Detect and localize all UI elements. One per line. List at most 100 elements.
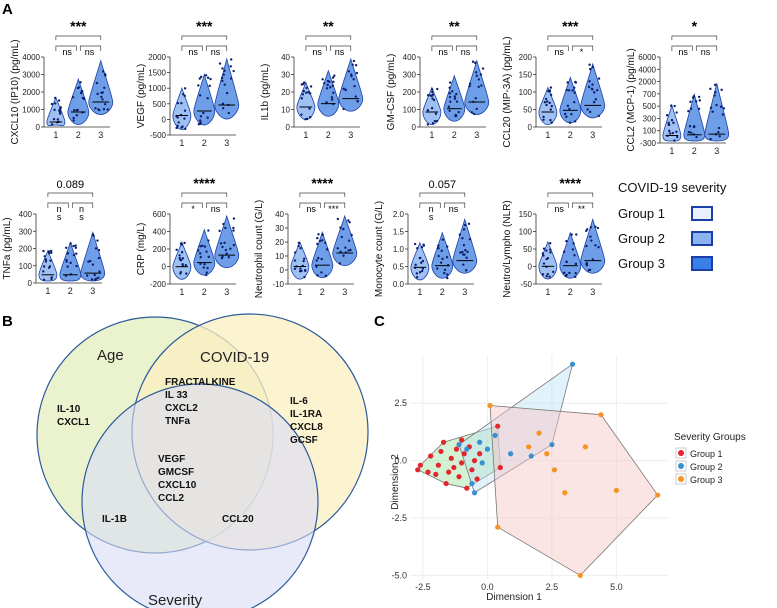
y-axis-label: CCL2 (MCP-1) (pg/mL) — [626, 48, 637, 151]
overall-significance: 0.089 — [57, 179, 85, 191]
data-point — [435, 119, 439, 123]
point-group-2 — [484, 446, 490, 452]
y-tick-label: -200 — [150, 280, 167, 289]
data-point — [687, 109, 690, 113]
data-point — [179, 258, 183, 262]
y-tick-label: 20 — [275, 238, 284, 247]
x-tick-label: 1 — [53, 130, 58, 140]
data-point — [675, 130, 678, 133]
data-point — [545, 275, 548, 278]
x-tick-label: 3 — [462, 287, 467, 297]
data-point — [455, 100, 459, 103]
y-axis-label: GM-CSF (pg/mL) — [386, 54, 397, 131]
violin-group-2 — [317, 69, 340, 117]
point-group-3 — [495, 524, 501, 530]
y-tick-label: 0 — [162, 115, 167, 124]
data-point — [549, 108, 553, 111]
overall-bracket — [181, 192, 228, 197]
data-point — [199, 115, 203, 118]
point-group-2 — [528, 453, 534, 459]
y-tick-label: 300 — [403, 71, 417, 80]
data-point — [457, 110, 460, 114]
data-point — [297, 244, 300, 248]
y-tick-label: 1000 — [148, 84, 166, 93]
data-point — [564, 274, 567, 278]
pair-significance: n — [429, 204, 434, 214]
data-point — [339, 226, 342, 229]
data-point — [571, 89, 574, 92]
data-point — [54, 102, 57, 105]
data-point — [293, 251, 297, 254]
severity-legend: COVID-19 severity Group 1 Group 2 Group … — [618, 180, 727, 271]
data-point — [451, 90, 454, 93]
pair-bracket-1-2 — [47, 202, 69, 208]
data-point — [709, 137, 712, 141]
data-point — [42, 249, 45, 253]
data-point — [302, 81, 306, 84]
data-point — [571, 248, 575, 251]
data-point — [353, 84, 356, 88]
data-point — [183, 109, 187, 112]
data-point — [185, 272, 188, 275]
data-point — [567, 89, 571, 92]
data-point — [448, 95, 452, 99]
data-point — [466, 250, 469, 254]
point-group-3 — [582, 444, 589, 450]
x-tick-label: -2.5 — [415, 582, 431, 592]
y-tick-label: 200 — [19, 245, 33, 254]
data-point — [349, 248, 352, 252]
pair-significance: ns — [438, 47, 448, 57]
y-tick-label: 0 — [286, 123, 291, 132]
data-point — [72, 244, 75, 248]
mds-legend-dot-2 — [678, 463, 684, 469]
data-point — [342, 254, 345, 257]
data-point — [595, 89, 599, 92]
data-point — [542, 262, 546, 265]
data-point — [474, 71, 478, 74]
data-point — [687, 130, 691, 134]
y-axis-label: CCL20 (MIP-3A) (pg/mL) — [502, 36, 513, 147]
y-axis-label: Monocyte count (G/L) — [374, 201, 385, 297]
data-point — [668, 129, 671, 133]
data-point — [447, 105, 451, 108]
data-point — [414, 263, 417, 267]
mds-legend-label-3: Group 3 — [690, 475, 723, 485]
data-point — [94, 107, 97, 110]
point-group-3 — [544, 451, 550, 457]
data-point — [293, 267, 297, 270]
data-point — [316, 236, 319, 240]
data-point — [594, 98, 598, 101]
data-point — [695, 135, 698, 139]
pair-bracket-2-3 — [571, 45, 594, 51]
venn-item-all: CXCL10 — [158, 480, 197, 491]
venn-label-severity: Severity — [148, 592, 203, 608]
y-tick-label: 0 — [528, 263, 533, 272]
data-point — [69, 261, 72, 265]
x-tick-label: 2 — [568, 287, 573, 297]
data-point — [597, 77, 601, 80]
data-point — [463, 223, 467, 227]
data-point — [318, 239, 322, 243]
violin-group-3 — [88, 59, 114, 116]
data-point — [542, 115, 545, 119]
y-tick-label: 100 — [519, 88, 533, 97]
y-tick-label: 0.0 — [394, 456, 407, 466]
violin-group-2 — [559, 231, 582, 279]
data-point — [586, 228, 589, 231]
violin-panel-gmcsf: 0 100 200 300 400 GM-CSF (pg/mL) 1 2 3 ** ns ns — [386, 18, 490, 140]
x-tick-label: 3 — [474, 130, 479, 140]
data-point — [47, 252, 51, 255]
pair-significance: ns — [449, 204, 459, 214]
pair-bracket-2-3 — [695, 45, 718, 51]
data-point — [572, 86, 576, 89]
data-point — [69, 242, 72, 245]
data-point — [445, 256, 449, 259]
data-point — [232, 217, 236, 220]
y-axis-label: CRP (mg/L) — [136, 223, 147, 276]
data-point — [665, 114, 669, 117]
data-point — [543, 101, 547, 104]
data-point — [431, 97, 434, 100]
data-point — [422, 244, 426, 247]
x-tick-label: 3 — [348, 130, 353, 140]
data-point — [461, 237, 464, 240]
